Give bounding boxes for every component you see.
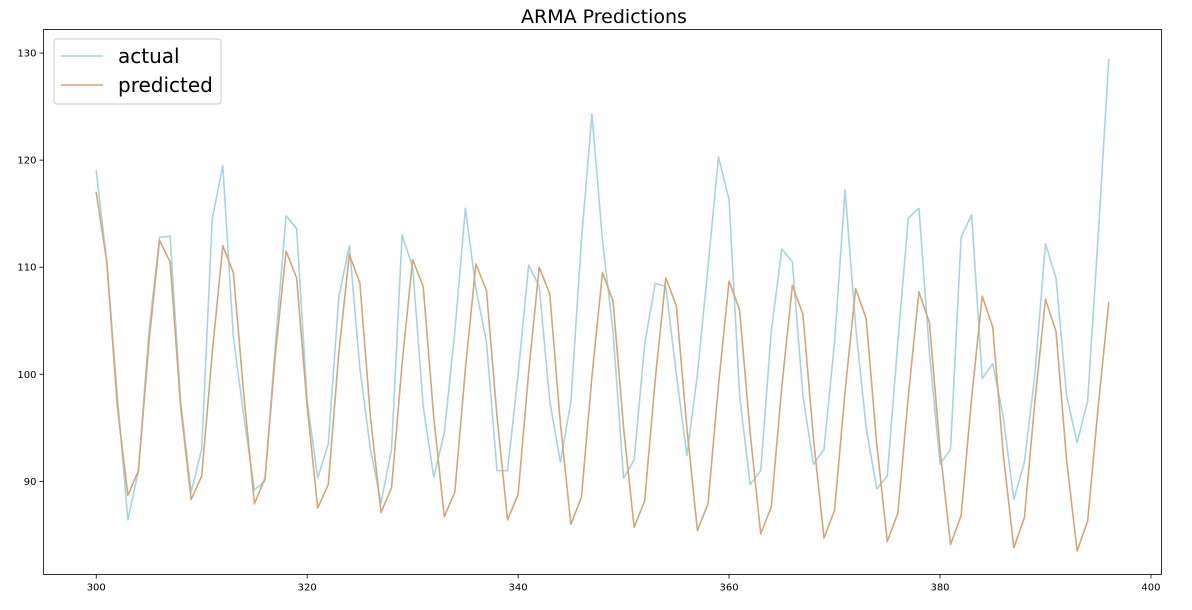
- y-tick-label-1: 100: [17, 370, 36, 381]
- legend-label-actual: actual: [118, 44, 180, 68]
- y-axis: 90 100 110 120 130: [17, 49, 44, 488]
- x-tick-label-0: 300: [87, 583, 106, 594]
- chart-title: ARMA Predictions: [521, 6, 687, 28]
- y-tick-label-3: 120: [17, 156, 36, 167]
- x-tick-label-1: 320: [298, 583, 317, 594]
- plot-area: [43, 29, 1162, 575]
- y-tick-label-0: 90: [24, 477, 37, 488]
- x-tick-label-5: 400: [1141, 583, 1160, 594]
- y-tick-label-4: 130: [17, 49, 36, 60]
- legend-label-predicted: predicted: [118, 73, 213, 97]
- series-line-actual: [95, 58, 1110, 521]
- x-tick-label-4: 380: [930, 583, 949, 594]
- x-tick-label-2: 340: [509, 583, 528, 594]
- legend-item-predicted: predicted: [61, 73, 213, 97]
- x-tick-label-3: 360: [720, 583, 739, 594]
- series-layer: [95, 58, 1110, 552]
- legend-item-actual: actual: [61, 44, 180, 68]
- plot-frame: [43, 29, 1162, 575]
- legend: actual predicted: [53, 38, 222, 105]
- x-axis: 300 320 340 360 380 400: [87, 574, 1160, 594]
- y-tick-label-2: 110: [17, 263, 36, 274]
- series-line-predicted: [95, 191, 1110, 552]
